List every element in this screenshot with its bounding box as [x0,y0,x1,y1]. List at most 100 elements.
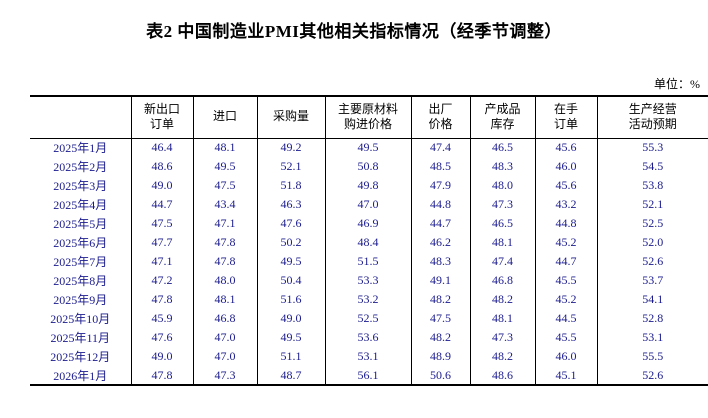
table-row: 2025年3月 49.0 47.5 51.8 49.8 47.9 48.0 45.6 53.8 [30,176,708,195]
data-cell: 48.6 [131,157,194,176]
data-cell: 45.2 [535,290,598,309]
data-cell: 53.7 [642,273,664,287]
data-cell: 52.8 [642,311,664,325]
row-label: 2025年4月 [30,195,132,214]
data-cell: 55.3 [642,140,664,155]
data-cell: 56.1 [325,366,412,385]
data-cell: 48.3 [470,157,536,176]
data-cell: 48.7 [257,366,326,385]
data-cell: 48.2 [470,290,536,309]
row-label: 2025年2月 [30,157,132,176]
header-row: 新出口 订单 进口 采购量 主要原材料 购进价格 出厂 价格 产成品 库存 在手… [30,96,708,139]
header-cell-business-expectation: 生产经营 活动预期 [597,96,708,139]
header-cell-new-export-orders: 新出口 订单 [131,96,194,139]
row-label: 2026年1月 [30,366,132,385]
pmi-indicators-table: 新出口 订单 进口 采购量 主要原材料 购进价格 出厂 价格 产成品 库存 在手… [30,95,708,386]
data-cell: 47.4 [411,138,471,157]
data-cell: 44.8 [411,195,471,214]
row-label: 2025年6月 [30,233,132,252]
data-cell: 47.9 [411,176,471,195]
data-cell: 49.5 [257,328,326,347]
data-cell: 47.4 [470,252,536,271]
data-cell: 49.2 [257,138,326,157]
data-cell: 46.8 [193,309,258,328]
table-row: 2025年9月 47.8 48.1 51.6 53.2 48.2 48.2 45.2 54.1 [30,290,708,309]
row-label: 2025年1月 [30,138,132,157]
header-cell-purchasing-quantity: 采购量 [257,96,326,139]
data-cell: 49.0 [257,309,326,328]
header-cell-ex-factory-price: 出厂 价格 [411,96,471,139]
row-label: 2025年5月 [30,214,132,233]
header-cell-finished-goods-inventory: 产成品 库存 [470,96,536,139]
data-cell: 44.7 [411,214,471,233]
table-row: 2025年7月 47.1 47.8 49.5 51.5 48.3 47.4 44.7 52.6 [30,252,708,271]
data-cell: 50.2 [257,233,326,252]
table-row: 2025年2月 48.6 49.5 52.1 50.8 48.5 48.3 46.0 54.5 [30,157,708,176]
data-cell: 48.0 [470,176,536,195]
data-cell: 55.5 [642,349,664,363]
row-label: 2025年8月 [30,271,132,290]
data-cell: 47.8 [131,366,194,385]
data-cell: 47.1 [193,214,258,233]
data-cell: 51.5 [325,252,412,271]
table-row: 2025年8月 47.2 48.0 50.4 53.3 49.1 46.8 45.5 53.7 [30,271,708,290]
data-cell: 47.0 [193,347,258,366]
data-cell: 53.6 [325,328,412,347]
data-cell: 52.6 [642,367,664,382]
data-cell: 46.3 [257,195,326,214]
data-cell: 48.5 [411,157,471,176]
data-cell: 47.3 [470,195,536,214]
data-cell: 48.9 [411,347,471,366]
row-label: 2025年7月 [30,252,132,271]
data-cell: 44.5 [535,309,598,328]
data-cell: 51.6 [257,290,326,309]
data-cell: 47.6 [257,214,326,233]
data-cell: 47.0 [193,328,258,347]
data-cell: 52.0 [642,235,664,249]
data-cell: 50.8 [325,157,412,176]
data-cell: 47.2 [131,271,194,290]
data-cell: 47.8 [193,252,258,271]
data-cell: 54.1 [642,292,664,306]
table-row: 2025年5月 47.5 47.1 47.6 46.9 44.7 46.5 44.8 52.5 [30,214,708,233]
data-cell: 48.1 [193,138,258,157]
data-cell: 46.8 [470,271,536,290]
row-label: 2025年11月 [30,328,132,347]
data-cell: 51.8 [257,176,326,195]
data-cell: 47.7 [131,233,194,252]
data-cell: 47.3 [193,366,258,385]
data-cell: 46.2 [411,233,471,252]
data-cell: 52.5 [325,309,412,328]
header-cell-corner [30,96,132,139]
data-cell: 49.1 [411,271,471,290]
data-cell: 48.1 [193,290,258,309]
data-cell: 45.5 [535,328,598,347]
row-label: 2025年10月 [30,309,132,328]
table-row: 2025年6月 47.7 47.8 50.2 48.4 46.2 48.1 45.2 52.0 [30,233,708,252]
data-cell: 43.4 [193,195,258,214]
data-cell: 53.1 [642,330,664,344]
table-header: 新出口 订单 进口 采购量 主要原材料 购进价格 出厂 价格 产成品 库存 在手… [30,96,708,139]
data-cell: 53.3 [325,271,412,290]
table-row: 2026年1月 47.8 47.3 48.7 56.1 50.6 48.6 45.1 52.6 [30,366,708,385]
header-cell-imports: 进口 [193,96,258,139]
data-cell: 48.1 [470,309,536,328]
data-cell: 48.2 [411,328,471,347]
header-cell-raw-material-price: 主要原材料 购进价格 [325,96,412,139]
data-cell: 48.6 [470,366,536,385]
data-cell: 47.5 [131,214,194,233]
data-cell: 46.5 [470,138,536,157]
data-cell: 49.5 [325,138,412,157]
data-cell: 49.0 [131,176,194,195]
data-cell: 52.5 [642,216,664,230]
data-cell: 53.8 [642,178,664,192]
data-cell: 45.9 [131,309,194,328]
row-label: 2025年3月 [30,176,132,195]
table-row: 2025年12月 49.0 47.0 51.1 53.1 48.9 48.2 46.0 55.5 [30,347,708,366]
data-cell: 47.6 [131,328,194,347]
data-cell: 46.4 [131,138,194,157]
data-cell: 47.1 [131,252,194,271]
data-cell: 46.0 [535,347,598,366]
data-cell: 47.0 [325,195,412,214]
data-cell: 44.7 [535,252,598,271]
